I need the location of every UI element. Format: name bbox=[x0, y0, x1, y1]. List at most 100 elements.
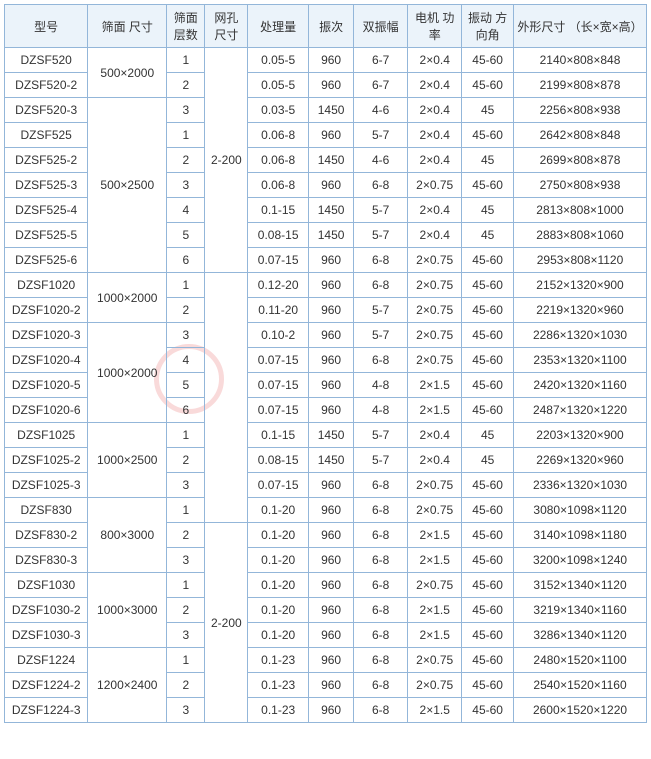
cell-freq: 960 bbox=[309, 623, 354, 648]
cell-capacity: 0.05-5 bbox=[248, 73, 309, 98]
cell-angle: 45 bbox=[462, 223, 514, 248]
cell-freq: 960 bbox=[309, 73, 354, 98]
cell-dim: 2219×1320×960 bbox=[514, 298, 647, 323]
cell-model: DZSF830-2 bbox=[5, 523, 88, 548]
cell-motor: 2×0.75 bbox=[408, 473, 462, 498]
cell-motor: 2×0.75 bbox=[408, 323, 462, 348]
cell-amplitude: 6-8 bbox=[354, 173, 408, 198]
cell-angle: 45-60 bbox=[462, 373, 514, 398]
cell-model: DZSF525-6 bbox=[5, 248, 88, 273]
cell-model: DZSF1020-5 bbox=[5, 373, 88, 398]
cell-angle: 45-60 bbox=[462, 673, 514, 698]
header-row: 型号 筛面 尺寸 筛面 层数 网孔 尺寸 处理量 振次 双振幅 电机 功率 振动… bbox=[5, 5, 647, 48]
cell-capacity: 0.10-2 bbox=[248, 323, 309, 348]
h-dim: 外形尺寸 （长×宽×高） bbox=[514, 5, 647, 48]
cell-motor: 2×0.75 bbox=[408, 648, 462, 673]
cell-dim: 3286×1340×1120 bbox=[514, 623, 647, 648]
cell-angle: 45-60 bbox=[462, 273, 514, 298]
cell-layers: 1 bbox=[167, 573, 205, 598]
cell-motor: 2×1.5 bbox=[408, 598, 462, 623]
cell-angle: 45-60 bbox=[462, 323, 514, 348]
cell-motor: 2×0.75 bbox=[408, 273, 462, 298]
cell-layers: 2 bbox=[167, 598, 205, 623]
cell-model: DZSF1025-2 bbox=[5, 448, 88, 473]
cell-capacity: 0.07-15 bbox=[248, 348, 309, 373]
cell-layers: 1 bbox=[167, 498, 205, 523]
cell-angle: 45-60 bbox=[462, 398, 514, 423]
cell-angle: 45 bbox=[462, 148, 514, 173]
cell-angle: 45-60 bbox=[462, 123, 514, 148]
table-row: DZSF520-3500×250030.03-514504-62×0.44522… bbox=[5, 98, 647, 123]
cell-amplitude: 5-7 bbox=[354, 323, 408, 348]
cell-angle: 45-60 bbox=[462, 523, 514, 548]
cell-motor: 2×1.5 bbox=[408, 373, 462, 398]
cell-freq: 1450 bbox=[309, 223, 354, 248]
cell-dim: 3152×1340×1120 bbox=[514, 573, 647, 598]
table-row: DZSF520500×200012-2000.05-59606-72×0.445… bbox=[5, 48, 647, 73]
cell-amplitude: 6-7 bbox=[354, 73, 408, 98]
cell-layers: 2 bbox=[167, 298, 205, 323]
cell-capacity: 0.07-15 bbox=[248, 373, 309, 398]
cell-angle: 45 bbox=[462, 448, 514, 473]
h-mesh: 网孔 尺寸 bbox=[205, 5, 248, 48]
cell-freq: 960 bbox=[309, 323, 354, 348]
cell-freq: 960 bbox=[309, 123, 354, 148]
cell-layers: 2 bbox=[167, 148, 205, 173]
cell-capacity: 0.1-20 bbox=[248, 623, 309, 648]
cell-amplitude: 5-7 bbox=[354, 198, 408, 223]
cell-layers: 5 bbox=[167, 223, 205, 248]
table-row: DZSF10301000×300010.1-209606-82×0.7545-6… bbox=[5, 573, 647, 598]
h-freq: 振次 bbox=[309, 5, 354, 48]
cell-freq: 960 bbox=[309, 173, 354, 198]
cell-model: DZSF1025 bbox=[5, 423, 88, 448]
cell-motor: 2×0.75 bbox=[408, 673, 462, 698]
cell-layers: 2 bbox=[167, 73, 205, 98]
cell-dim: 3080×1098×1120 bbox=[514, 498, 647, 523]
cell-freq: 1450 bbox=[309, 423, 354, 448]
cell-model: DZSF1224-2 bbox=[5, 673, 88, 698]
cell-motor: 2×0.4 bbox=[408, 423, 462, 448]
cell-layers: 4 bbox=[167, 198, 205, 223]
h-model: 型号 bbox=[5, 5, 88, 48]
cell-amplitude: 6-8 bbox=[354, 698, 408, 723]
table-row: DZSF12241200×240010.1-239606-82×0.7545-6… bbox=[5, 648, 647, 673]
cell-mesh: 2-200 bbox=[205, 48, 248, 273]
cell-capacity: 0.08-15 bbox=[248, 448, 309, 473]
cell-angle: 45 bbox=[462, 423, 514, 448]
cell-capacity: 0.05-5 bbox=[248, 48, 309, 73]
cell-capacity: 0.06-8 bbox=[248, 123, 309, 148]
cell-angle: 45-60 bbox=[462, 598, 514, 623]
cell-motor: 2×0.75 bbox=[408, 348, 462, 373]
cell-layers: 1 bbox=[167, 648, 205, 673]
cell-amplitude: 4-8 bbox=[354, 373, 408, 398]
cell-capacity: 0.1-20 bbox=[248, 598, 309, 623]
cell-freq: 1450 bbox=[309, 198, 354, 223]
cell-screen-size: 1000×2000 bbox=[88, 323, 167, 423]
cell-capacity: 0.03-5 bbox=[248, 98, 309, 123]
table-row: DZSF830800×300010.1-209606-82×0.7545-603… bbox=[5, 498, 647, 523]
cell-angle: 45-60 bbox=[462, 548, 514, 573]
cell-motor: 2×0.75 bbox=[408, 298, 462, 323]
cell-model: DZSF525 bbox=[5, 123, 88, 148]
cell-dim: 2699×808×878 bbox=[514, 148, 647, 173]
cell-screen-size: 1000×2000 bbox=[88, 273, 167, 323]
cell-amplitude: 6-8 bbox=[354, 598, 408, 623]
cell-dim: 2203×1320×900 bbox=[514, 423, 647, 448]
cell-motor: 2×1.5 bbox=[408, 623, 462, 648]
cell-mesh bbox=[205, 273, 248, 523]
cell-angle: 45-60 bbox=[462, 48, 514, 73]
cell-layers: 3 bbox=[167, 548, 205, 573]
cell-dim: 2140×808×848 bbox=[514, 48, 647, 73]
cell-angle: 45 bbox=[462, 198, 514, 223]
cell-angle: 45-60 bbox=[462, 173, 514, 198]
cell-motor: 2×0.75 bbox=[408, 573, 462, 598]
cell-angle: 45-60 bbox=[462, 698, 514, 723]
cell-dim: 2480×1520×1100 bbox=[514, 648, 647, 673]
cell-model: DZSF1020-3 bbox=[5, 323, 88, 348]
cell-dim: 3219×1340×1160 bbox=[514, 598, 647, 623]
h-capacity: 处理量 bbox=[248, 5, 309, 48]
h-amplitude: 双振幅 bbox=[354, 5, 408, 48]
cell-model: DZSF1030 bbox=[5, 573, 88, 598]
h-angle: 振动 方向角 bbox=[462, 5, 514, 48]
cell-motor: 2×0.4 bbox=[408, 223, 462, 248]
